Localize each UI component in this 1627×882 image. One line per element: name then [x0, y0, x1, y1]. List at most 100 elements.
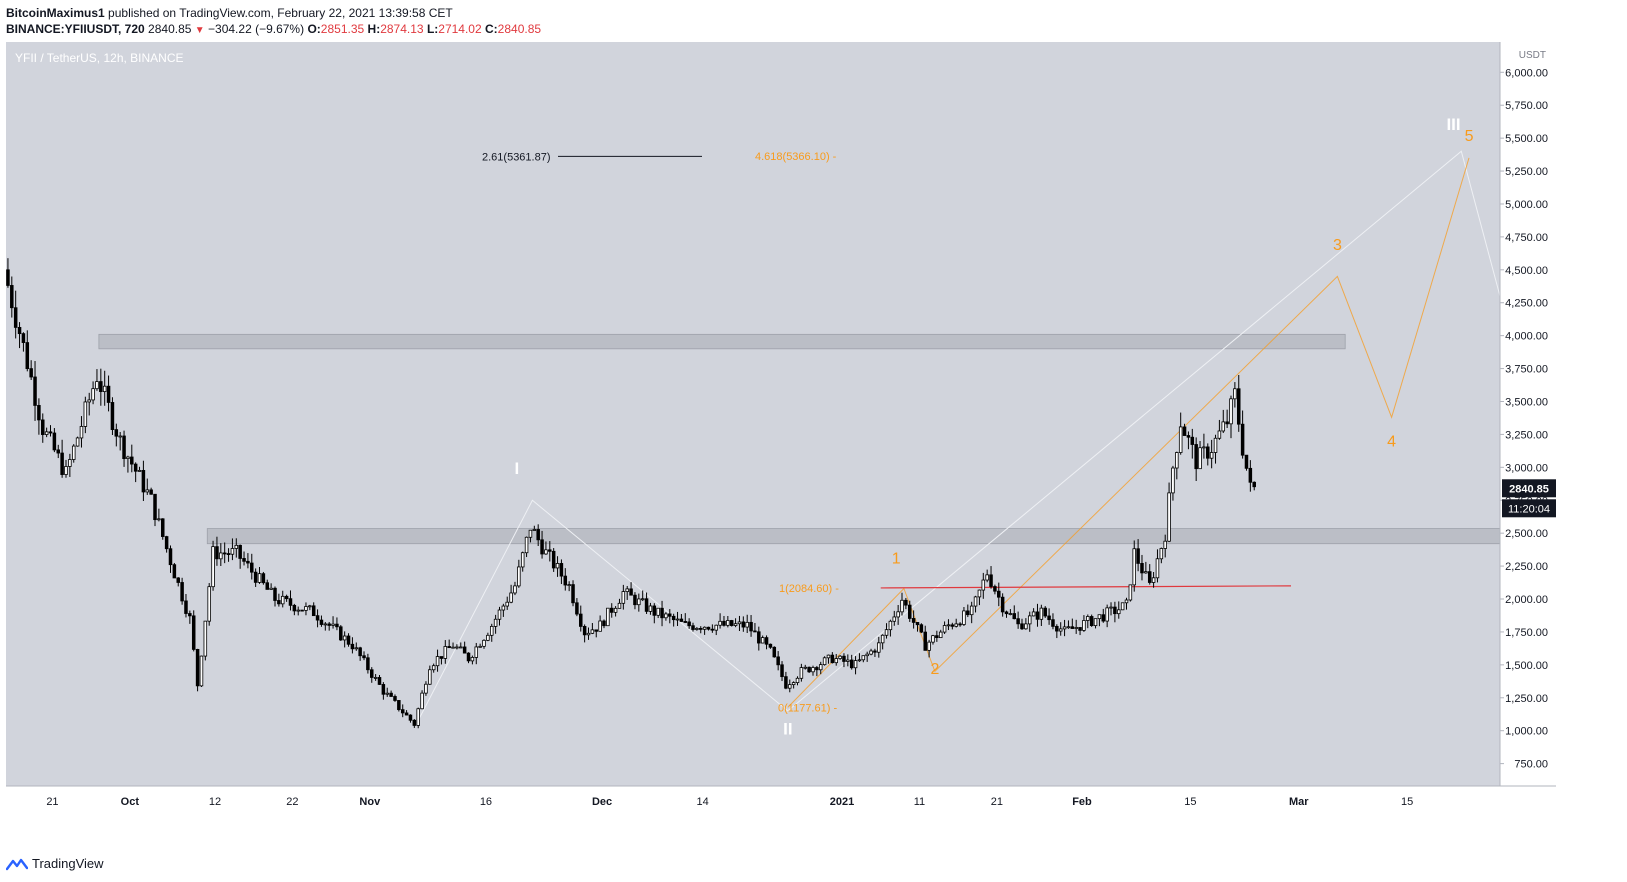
- candle-body: [1194, 444, 1198, 470]
- time-tick-label: Feb: [1072, 796, 1092, 808]
- symbol-info: BINANCE:YFIIUSDT, 720 2840.85 ▼ −304.22 …: [6, 22, 541, 36]
- candle-body: [184, 600, 188, 614]
- candle-body: [873, 650, 877, 653]
- candle-body: [997, 590, 1001, 598]
- candle-body: [640, 598, 645, 601]
- author-name[interactable]: BitcoinMaximus1: [6, 6, 105, 20]
- candle-body: [861, 655, 866, 661]
- last-price-label: 2840.85: [1509, 483, 1549, 495]
- fib-level-label: 4.618(5366.10) -: [755, 151, 837, 163]
- time-tick-label: 2021: [830, 796, 854, 808]
- price-tick-label: 5,000.00: [1505, 199, 1548, 211]
- candle-body: [354, 647, 359, 650]
- candle-body: [1206, 446, 1210, 459]
- price-tick-label: 3,000.00: [1505, 462, 1548, 474]
- candle-body: [807, 666, 811, 673]
- candle-body: [652, 605, 657, 616]
- candle-body: [91, 388, 95, 401]
- candle-body: [544, 549, 548, 555]
- candle-body: [1047, 615, 1051, 621]
- price-tick-label: 1,000.00: [1505, 726, 1548, 738]
- candle-body: [962, 610, 966, 625]
- candle-body: [130, 456, 134, 465]
- candle-body: [671, 615, 676, 621]
- candle-body: [799, 667, 804, 679]
- price-tick-label: 5,500.00: [1505, 133, 1548, 145]
- candle-body: [10, 285, 14, 309]
- candle-body: [613, 607, 618, 613]
- candle-body: [888, 620, 893, 631]
- candle-body: [75, 437, 80, 447]
- candle-body: [698, 627, 703, 630]
- candle-body: [404, 712, 409, 716]
- candle-body: [977, 589, 982, 598]
- candle-body: [6, 269, 10, 286]
- candle-body: [1062, 626, 1067, 630]
- candle-body: [822, 657, 827, 666]
- red-trendline: [880, 585, 1291, 589]
- candle-body: [172, 564, 177, 579]
- wave-label-orange: 1: [892, 550, 901, 567]
- candle-body: [203, 620, 208, 657]
- candle-body: [1240, 423, 1245, 456]
- candle-body: [520, 552, 525, 568]
- tradingview-brand[interactable]: TradingView: [6, 856, 104, 871]
- candle-body: [846, 659, 850, 662]
- candle-body: [877, 642, 881, 653]
- candle-body: [83, 401, 88, 427]
- candle-body: [575, 602, 579, 615]
- plot-area[interactable]: [6, 42, 1556, 814]
- wave-paths-layer: [415, 150, 1501, 725]
- high-value: 2874.13: [380, 22, 424, 36]
- candle-body: [1229, 398, 1233, 425]
- price-axis[interactable]: 6,000.00 5,750.00 5,500.00 5,250.00 5,000.00…: [1499, 42, 1556, 786]
- candle-body: [733, 623, 738, 626]
- candle-body: [1213, 437, 1218, 453]
- time-axis[interactable]: 21 Oct 12 22 Nov 16 Dec 14 2021 11 21 Feb 15 Mar 15: [6, 785, 1556, 814]
- low-value: 2714.02: [438, 22, 482, 36]
- candle-body: [250, 562, 254, 573]
- candle-body: [737, 621, 742, 625]
- candle-body: [958, 623, 962, 626]
- candle-body: [377, 677, 382, 685]
- candle-body: [180, 582, 184, 602]
- candle-body: [493, 618, 498, 627]
- candle-body: [385, 692, 389, 695]
- time-tick-label: 21: [991, 796, 1003, 808]
- candle-body: [56, 449, 61, 454]
- candle-body: [153, 493, 157, 521]
- candle-body: [1252, 481, 1256, 488]
- candle-body: [1117, 609, 1121, 615]
- candle-body: [1070, 626, 1075, 629]
- candle-body: [1171, 467, 1175, 494]
- candle-body: [567, 584, 571, 586]
- candle-body: [315, 615, 320, 621]
- published-text: published on TradingView.com, February 2…: [108, 6, 453, 20]
- candle-body: [818, 664, 823, 671]
- candle-body: [679, 618, 684, 622]
- candle-body: [668, 613, 672, 617]
- candle-body: [834, 658, 838, 664]
- countdown-label: 11:20:04: [1508, 503, 1550, 515]
- candle-body: [691, 625, 695, 630]
- candle-body: [1155, 558, 1160, 579]
- candle-body: [1236, 388, 1241, 425]
- time-tick-label: 12: [209, 796, 221, 808]
- candle-body: [1147, 571, 1152, 583]
- candle-body: [1066, 626, 1071, 629]
- candle-body: [815, 667, 819, 671]
- candle-body: [33, 376, 37, 406]
- wave-label-white: III: [1446, 115, 1460, 134]
- candle-body: [300, 609, 304, 612]
- candle-body: [400, 709, 405, 714]
- candle-body: [1093, 618, 1098, 626]
- candle-body: [1124, 599, 1129, 604]
- candle-body: [141, 470, 146, 493]
- low-label: L:: [426, 22, 439, 36]
- candle-body: [938, 631, 943, 639]
- zone-box-1: [206, 528, 1501, 545]
- candle-body: [106, 385, 111, 403]
- fib-layer: 2.61(5361.87) 4.618(5366.10) - 1(2084.60) …: [482, 151, 839, 715]
